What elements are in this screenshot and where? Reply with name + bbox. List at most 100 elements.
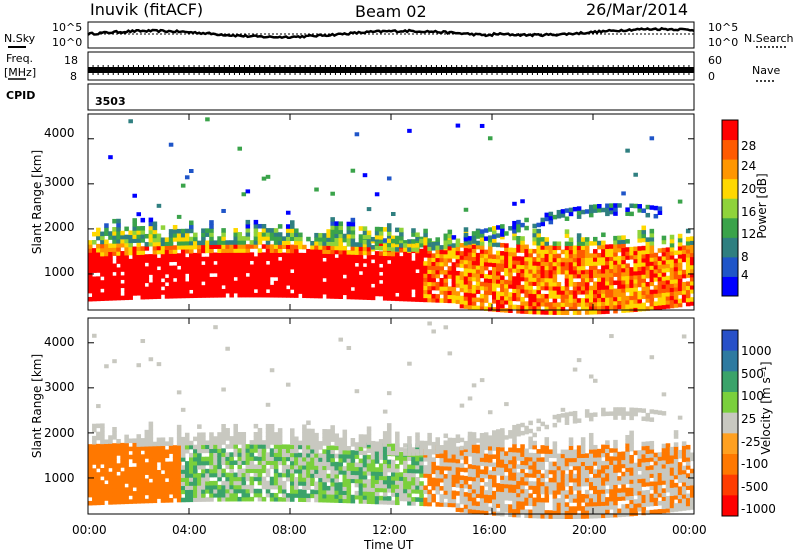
- velocity-cell: [213, 444, 218, 449]
- velocity-cell: [621, 475, 626, 481]
- velocity-cell: [294, 436, 299, 442]
- power-cell: [516, 240, 521, 245]
- power-cell: [249, 252, 255, 257]
- power-cell: [362, 246, 368, 252]
- power-cell: [564, 282, 570, 287]
- power-cell: [148, 221, 154, 227]
- power-cell: [536, 301, 541, 307]
- velocity-cell: [168, 441, 174, 446]
- velocity-cell: [370, 445, 376, 450]
- power-cell: [362, 295, 368, 300]
- power-cell: [572, 206, 578, 212]
- velocity-cell: [548, 453, 554, 459]
- power-cell: [508, 284, 513, 289]
- power-cell: [649, 228, 655, 234]
- velocity-cell: [334, 445, 339, 451]
- power-cell: [516, 248, 521, 253]
- power-cell: [576, 249, 582, 255]
- velocity-cell: [306, 448, 311, 454]
- power-cell: [124, 246, 129, 252]
- power-cell: [564, 253, 570, 259]
- velocity-cell: [104, 455, 109, 461]
- power-cell: [100, 243, 105, 249]
- velocity-cell: [407, 476, 412, 482]
- power-cell: [370, 255, 376, 260]
- power-cell: [407, 280, 412, 286]
- velocity-cell: [253, 488, 259, 494]
- velocity-cell: [176, 390, 182, 395]
- power-cell: [609, 260, 614, 266]
- velocity-cell: [88, 452, 93, 457]
- velocity-cell: [435, 473, 440, 479]
- power-cell: [245, 248, 251, 253]
- velocity-cell: [645, 498, 651, 503]
- power-cell: [180, 245, 186, 250]
- power-cell: [241, 236, 247, 241]
- velocity-cell: [560, 453, 566, 459]
- power-cell: [544, 269, 550, 275]
- velocity-cell: [576, 477, 582, 483]
- power-cell: [378, 255, 384, 260]
- freq-unit: [MHz]: [4, 66, 37, 79]
- velocity-cell: [447, 502, 453, 508]
- velocity-cell: [358, 486, 364, 492]
- velocity-cell: [140, 442, 146, 447]
- power-cell: [544, 285, 550, 291]
- power-cell: [621, 283, 626, 289]
- power-cell: [475, 240, 481, 246]
- power-cell: [160, 257, 166, 263]
- power-cell: [593, 265, 598, 270]
- velocity-cell: [520, 456, 525, 461]
- power-cell: [584, 297, 590, 303]
- velocity-cell: [120, 499, 125, 505]
- power-cell: [124, 271, 129, 276]
- power-cell: [532, 305, 537, 311]
- velocity-cell: [625, 459, 630, 464]
- power-cell: [637, 294, 642, 300]
- velocity-cell: [584, 409, 590, 414]
- power-cell: [298, 236, 303, 242]
- power-cell: [342, 245, 348, 251]
- power-cell: [346, 262, 352, 267]
- power-cell: [136, 291, 142, 296]
- power-cell: [374, 275, 380, 281]
- power-cell: [512, 288, 517, 293]
- velocity-cell: [96, 460, 101, 465]
- velocity-cell: [500, 495, 505, 501]
- velocity-cell: [645, 502, 651, 507]
- velocity-cell: [621, 479, 626, 485]
- power-cell: [419, 269, 424, 274]
- velocity-cell: [168, 481, 174, 487]
- power-cell: [584, 306, 590, 311]
- velocity-cell: [548, 489, 554, 495]
- velocity-cell: [556, 477, 562, 483]
- power-cell: [362, 230, 368, 235]
- power-cell: [88, 260, 93, 265]
- power-cell: [201, 244, 206, 250]
- power-cell: [330, 277, 335, 283]
- power-cell: [556, 261, 562, 267]
- power-cell: [180, 289, 186, 295]
- power-cell: [673, 270, 679, 276]
- power-cell: [649, 249, 655, 254]
- power-cell: [520, 297, 525, 302]
- power-cell: [326, 265, 331, 271]
- power-cell: [532, 281, 537, 286]
- power-cell: [193, 265, 198, 270]
- power-cell: [225, 260, 230, 266]
- velocity-cell: [625, 491, 630, 497]
- velocity-cell: [516, 476, 521, 482]
- power-cell: [552, 298, 558, 303]
- power-cell: [479, 241, 485, 246]
- velocity-cell: [269, 496, 275, 502]
- power-cell: [411, 280, 416, 286]
- power-cell: [221, 260, 226, 266]
- power-cell: [633, 295, 638, 300]
- velocity-cell: [298, 444, 303, 450]
- power-cell: [265, 236, 271, 241]
- velocity-cell: [249, 496, 255, 502]
- velocity-cell: [273, 476, 279, 482]
- velocity-cell: [334, 473, 339, 479]
- velocity-cell: [516, 480, 521, 486]
- power-cell: [653, 256, 659, 262]
